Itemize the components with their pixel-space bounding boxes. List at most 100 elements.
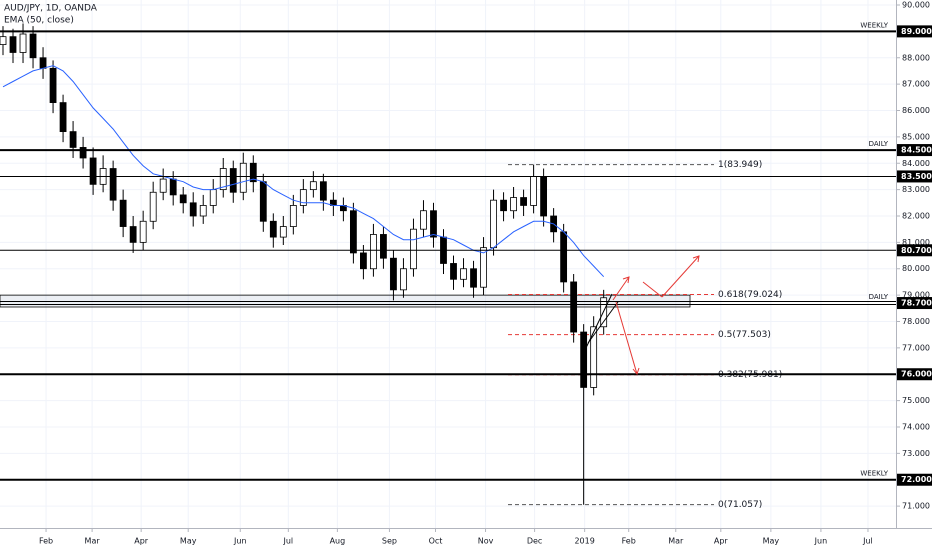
price-box bbox=[897, 170, 932, 183]
price-box-label: 72.000 bbox=[901, 475, 932, 484]
candle-body bbox=[29, 33, 37, 59]
candle-body bbox=[259, 181, 267, 222]
candle-body bbox=[380, 234, 387, 259]
x-tick-label: 2019 bbox=[574, 537, 594, 546]
price-box-label: 89.000 bbox=[901, 27, 932, 36]
candle-body bbox=[360, 252, 367, 270]
candle-body bbox=[69, 131, 77, 148]
price-box bbox=[897, 368, 932, 381]
candle-body bbox=[209, 189, 217, 206]
x-tick-label: Jun bbox=[814, 537, 828, 546]
fib-label: 0(71.057) bbox=[718, 500, 762, 510]
x-tick-label: Dec bbox=[527, 537, 542, 546]
y-tick-label: 88.000 bbox=[902, 53, 930, 62]
x-tick-label: May bbox=[763, 537, 780, 546]
price-box bbox=[897, 473, 932, 486]
candle-body bbox=[89, 157, 97, 185]
y-tick-label: 78.000 bbox=[902, 317, 930, 326]
y-tick-label: 71.000 bbox=[902, 502, 930, 511]
candle-body bbox=[79, 147, 87, 159]
candle-body bbox=[430, 210, 437, 238]
x-tick-label: May bbox=[180, 537, 197, 546]
price-box-label: 78.700 bbox=[901, 299, 932, 308]
candle-body bbox=[269, 220, 277, 238]
candle-body bbox=[420, 210, 427, 230]
level-tag: WEEKLY bbox=[860, 470, 888, 478]
fib-label: 0.618(79.024) bbox=[718, 290, 782, 300]
candle-body bbox=[39, 57, 47, 69]
price-box bbox=[897, 25, 932, 38]
x-tick-label: Aug bbox=[330, 537, 346, 546]
x-tick-label: Oct bbox=[429, 537, 443, 546]
candle-body bbox=[239, 162, 247, 193]
candle-body bbox=[299, 189, 307, 206]
candle-body bbox=[349, 210, 357, 254]
arrow bbox=[615, 301, 638, 375]
candle-body bbox=[540, 176, 548, 217]
candle-body bbox=[199, 205, 207, 217]
candle-body bbox=[580, 331, 588, 388]
arrow-head bbox=[622, 276, 630, 284]
y-tick-label: 77.000 bbox=[902, 343, 930, 352]
arrows bbox=[612, 255, 700, 376]
fib-label: 1(83.949) bbox=[718, 160, 762, 170]
y-tick-label: 80.000 bbox=[902, 264, 930, 273]
x-tick-label: Feb bbox=[622, 537, 636, 546]
candle-body bbox=[189, 202, 197, 217]
y-tick-label: 83.000 bbox=[902, 185, 930, 194]
candle-body bbox=[470, 268, 477, 288]
candle-body bbox=[229, 168, 237, 193]
level-tag: DAILY bbox=[869, 140, 889, 148]
x-tick-label: Jun bbox=[233, 537, 247, 546]
fib-label: 0.5(77.503) bbox=[718, 330, 771, 340]
y-tick-label: 73.000 bbox=[902, 449, 930, 458]
y-tick-label: 81.000 bbox=[902, 238, 930, 247]
candle-body bbox=[480, 247, 487, 288]
candle-body bbox=[309, 181, 317, 191]
candle-body bbox=[510, 197, 517, 212]
candle-body bbox=[319, 181, 327, 201]
candle-body bbox=[119, 199, 127, 227]
y-tick-label: 75.000 bbox=[902, 396, 930, 405]
y-tick-label: 82.000 bbox=[902, 212, 930, 221]
candle-body bbox=[289, 205, 297, 227]
candle-body bbox=[219, 168, 227, 191]
x-tick-label: Jul bbox=[282, 537, 293, 546]
candle-body bbox=[530, 176, 537, 206]
candle-body bbox=[570, 281, 578, 333]
candle-body bbox=[19, 33, 27, 53]
x-tick-label: Jul bbox=[862, 537, 873, 546]
level-tag: WEEKLY bbox=[860, 21, 888, 29]
ema-line bbox=[2, 65, 605, 278]
y-tick-label: 86.000 bbox=[902, 106, 930, 115]
x-tick-label: Feb bbox=[39, 537, 53, 546]
candle-body bbox=[59, 102, 67, 133]
candle-body bbox=[450, 263, 457, 280]
arrow-head bbox=[692, 255, 700, 263]
price-box bbox=[897, 297, 932, 310]
price-box-label: 76.000 bbox=[901, 370, 932, 379]
arrow bbox=[612, 276, 630, 301]
candle-body bbox=[370, 234, 377, 270]
candle-body bbox=[159, 178, 167, 193]
candle-body bbox=[109, 168, 117, 201]
candle-body bbox=[0, 36, 7, 45]
candle-body bbox=[129, 226, 137, 243]
y-tick-label: 85.000 bbox=[902, 132, 930, 141]
candle-body bbox=[400, 268, 407, 291]
wedge-line bbox=[587, 301, 619, 344]
y-tick-label: 79.000 bbox=[902, 291, 930, 300]
y-tick-label: 84.000 bbox=[902, 159, 930, 168]
candle-body bbox=[500, 199, 507, 212]
price-box bbox=[897, 244, 932, 257]
candle-body bbox=[149, 191, 157, 222]
x-tick-label: Sep bbox=[382, 537, 397, 546]
arrow-head bbox=[632, 367, 640, 376]
price-box bbox=[897, 144, 932, 157]
fib-label: 0.382(75.981) bbox=[718, 370, 782, 380]
arrow bbox=[661, 255, 700, 298]
candle-body bbox=[390, 257, 397, 291]
x-tick-label: Apr bbox=[134, 537, 149, 546]
y-tick-label: 87.000 bbox=[902, 80, 930, 89]
